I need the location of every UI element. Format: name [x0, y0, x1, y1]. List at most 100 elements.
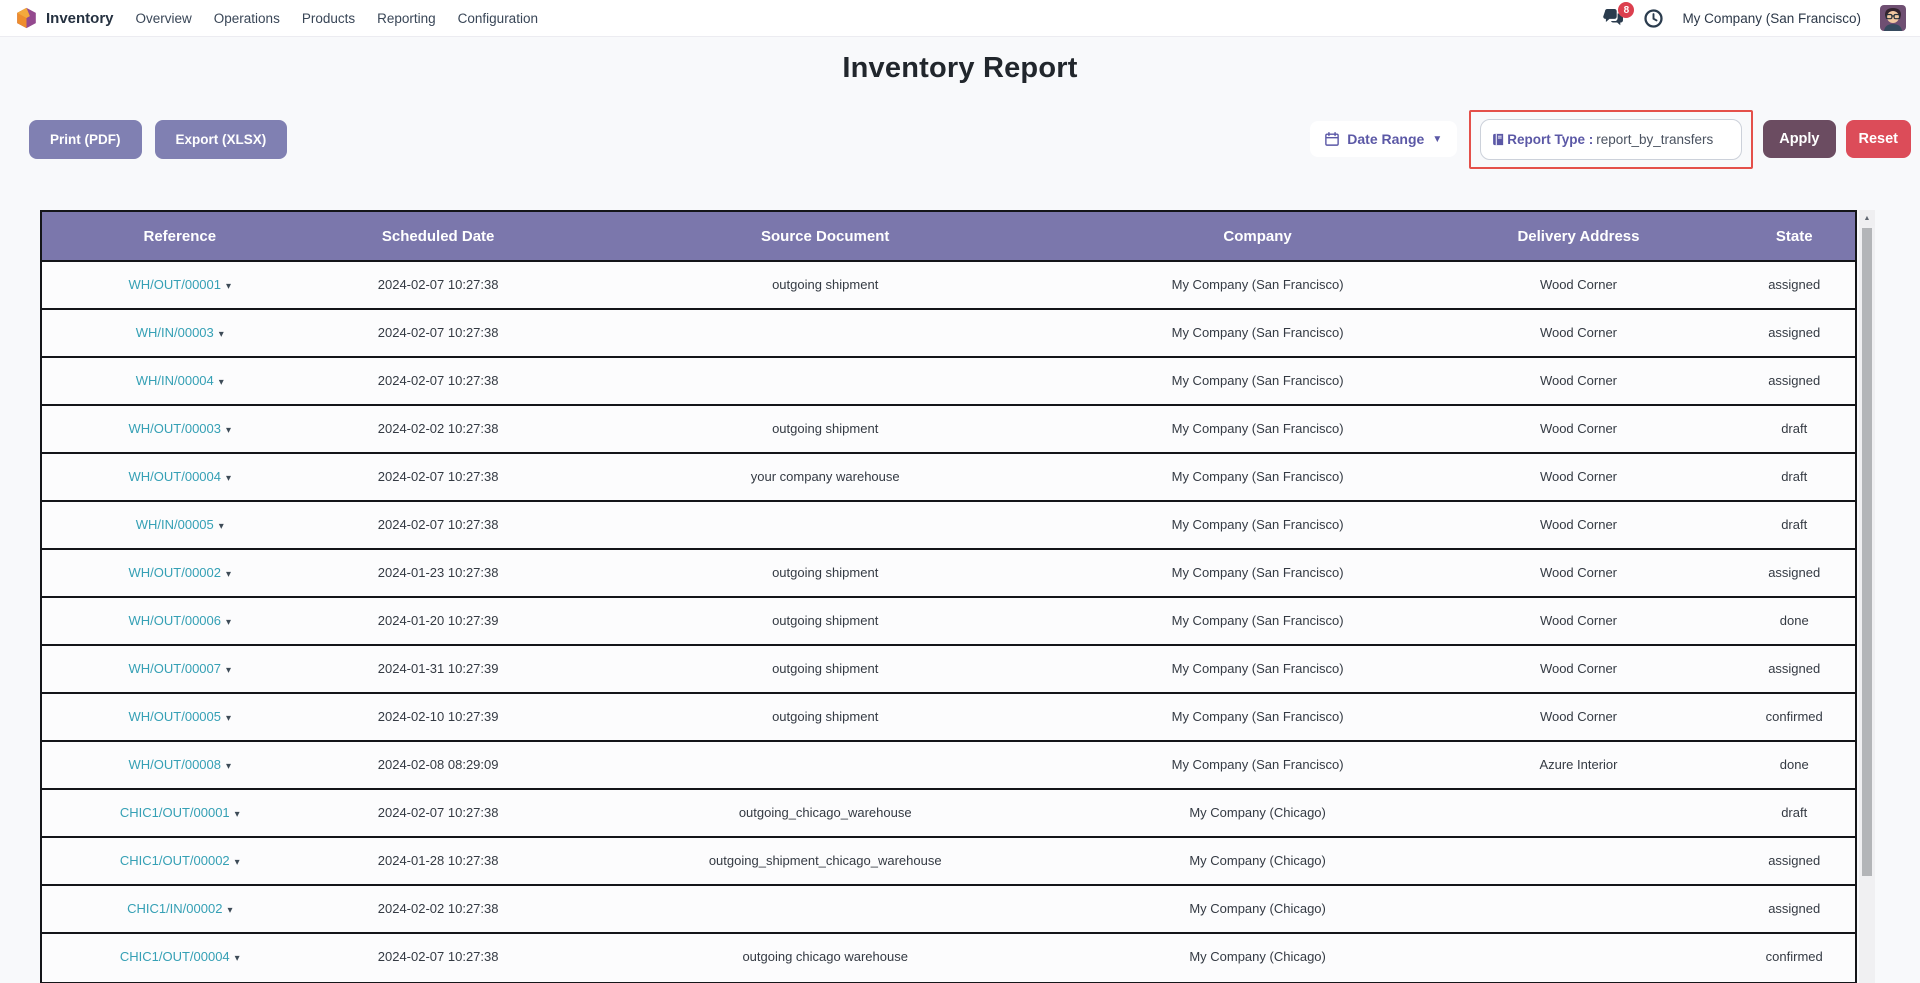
cell-state: assigned: [1768, 325, 1821, 340]
reference-link[interactable]: CHIC1/IN/00002 ▾: [127, 901, 233, 916]
table-row: WH/OUT/00005 ▾ 2024-02-10 10:27:39 outgoing…: [42, 694, 1855, 742]
cell-reference: CHIC1/IN/00002 ▾: [42, 886, 318, 932]
cell-state: assigned: [1768, 277, 1821, 292]
caret-down-icon: ▾: [226, 665, 232, 676]
cell-source-document: [559, 310, 1092, 356]
cell-company: My Company (Chicago): [1189, 853, 1326, 868]
inventory-app-icon: [16, 7, 37, 29]
reference-link[interactable]: CHIC1/OUT/00002 ▾: [119, 853, 240, 868]
messages-icon[interactable]: 8: [1603, 2, 1635, 27]
caret-down-icon: ▾: [218, 521, 224, 532]
print-pdf-button[interactable]: Print (PDF): [29, 119, 142, 159]
cell-company: My Company (San Francisco): [1171, 613, 1344, 628]
caret-down-icon: ▾: [226, 425, 232, 436]
cell-company: My Company (San Francisco): [1171, 469, 1344, 484]
cell-state: assigned: [1768, 661, 1821, 676]
reference-link[interactable]: CHIC1/OUT/00001 ▾: [119, 805, 240, 820]
caret-down-icon: ▾: [234, 809, 240, 820]
cell-source-document: outgoing shipment: [772, 565, 879, 580]
controls-bar: Print (PDF) Export (XLSX) Date Range ▼: [0, 109, 1920, 169]
reference-link[interactable]: WH/IN/00003 ▾: [135, 325, 224, 340]
report-icon: [1492, 133, 1505, 146]
nav-item-products[interactable]: Products: [301, 10, 356, 26]
reference-link[interactable]: WH/IN/00005 ▾: [135, 517, 224, 532]
table-row: CHIC1/OUT/00004 ▾ 2024-02-07 10:27:38 outgo…: [42, 934, 1855, 982]
reset-button[interactable]: Reset: [1845, 120, 1911, 158]
table-row: WH/IN/00004 ▾ 2024-02-07 10:27:38 My Compan…: [42, 358, 1855, 406]
cell-state: confirmed: [1765, 709, 1823, 724]
nav-item-operations[interactable]: Operations: [213, 10, 280, 26]
cell-scheduled-date: 2024-02-10 10:27:39: [377, 709, 499, 724]
cell-delivery-address: Wood Corner: [1539, 277, 1618, 292]
reference-link[interactable]: WH/IN/00004 ▾: [135, 373, 224, 388]
caret-down-icon: ▾: [226, 473, 232, 484]
cell-delivery-address: Wood Corner: [1539, 709, 1618, 724]
cell-company: My Company (San Francisco): [1171, 277, 1344, 292]
cell-scheduled-date: 2024-01-31 10:27:39: [377, 661, 499, 676]
activities-clock-icon[interactable]: [1644, 8, 1664, 28]
cell-source-document: [559, 886, 1092, 932]
reference-link[interactable]: WH/OUT/00007 ▾: [128, 661, 232, 676]
table-row: WH/OUT/00008 ▾ 2024-02-08 08:29:09 My Compa…: [42, 742, 1855, 790]
cell-scheduled-date: 2024-02-08 08:29:09: [377, 757, 499, 772]
reference-link[interactable]: WH/OUT/00004 ▾: [128, 469, 232, 484]
column-header-source-document: Source Document: [761, 227, 890, 245]
cell-delivery-address: Azure Interior: [1539, 757, 1618, 772]
table-row: WH/OUT/00002 ▾ 2024-01-23 10:27:38 outgoing…: [42, 550, 1855, 598]
caret-down-icon: ▾: [226, 569, 232, 580]
user-avatar[interactable]: [1880, 5, 1906, 31]
nav-item-configuration[interactable]: Configuration: [457, 10, 538, 26]
company-switcher[interactable]: My Company (San Francisco): [1682, 10, 1861, 26]
cell-state: draft: [1781, 805, 1808, 820]
column-header-delivery-address: Delivery Address: [1517, 227, 1640, 245]
caret-down-icon: ▾: [218, 329, 224, 340]
export-xlsx-button[interactable]: Export (XLSX): [154, 119, 288, 159]
nav-item-reporting[interactable]: Reporting: [377, 10, 436, 26]
reference-link[interactable]: WH/OUT/00001 ▾: [128, 277, 232, 292]
table-body: WH/OUT/00001 ▾ 2024-02-07 10:27:38 outgoing…: [42, 262, 1855, 982]
date-range-label: Date Range: [1347, 131, 1425, 147]
cell-reference: CHIC1/OUT/00004 ▾: [42, 934, 318, 982]
cell-state: assigned: [1768, 565, 1821, 580]
reference-link[interactable]: WH/OUT/00008 ▾: [128, 757, 232, 772]
caret-down-icon: ▾: [234, 857, 240, 868]
cell-company: My Company (San Francisco): [1171, 709, 1344, 724]
scrollbar-up-arrow-icon[interactable]: ▲: [1859, 210, 1875, 226]
table-scrollbar[interactable]: ▲: [1859, 210, 1875, 983]
report-type-input[interactable]: Report Type : report_by_transfers: [1480, 118, 1743, 160]
app-brand[interactable]: Inventory: [16, 7, 114, 29]
cell-reference: WH/OUT/00008 ▾: [42, 742, 318, 788]
reference-link[interactable]: WH/OUT/00005 ▾: [128, 709, 232, 724]
date-range-dropdown[interactable]: Date Range ▼: [1310, 121, 1458, 157]
cell-reference: WH/IN/00005 ▾: [42, 502, 318, 548]
cell-state: done: [1779, 757, 1809, 772]
messages-count-badge: 8: [1618, 2, 1635, 18]
caret-down-icon: ▾: [234, 953, 240, 964]
apply-button[interactable]: Apply: [1763, 120, 1836, 158]
reference-link[interactable]: CHIC1/OUT/00004 ▾: [119, 949, 240, 964]
cell-scheduled-date: 2024-02-07 10:27:38: [377, 277, 499, 292]
reference-link[interactable]: WH/OUT/00002 ▾: [128, 565, 232, 580]
cell-reference: WH/OUT/00001 ▾: [42, 262, 318, 308]
cell-scheduled-date: 2024-01-23 10:27:38: [377, 565, 499, 580]
cell-scheduled-date: 2024-02-07 10:27:38: [377, 469, 499, 484]
scrollbar-thumb[interactable]: [1862, 228, 1872, 876]
cell-source-document: [559, 358, 1092, 404]
cell-company: My Company (San Francisco): [1171, 517, 1344, 532]
cell-company: My Company (Chicago): [1189, 949, 1326, 964]
report-type-value: report_by_transfers: [1596, 131, 1714, 147]
column-header-company: Company: [1223, 227, 1292, 245]
page-title: Inventory Report: [842, 52, 1078, 84]
nav-item-overview[interactable]: Overview: [135, 10, 192, 26]
inventory-report-table: Reference Scheduled Date Source Document…: [40, 210, 1857, 983]
cell-company: My Company (Chicago): [1189, 805, 1326, 820]
cell-source-document: outgoing shipment: [772, 277, 879, 292]
reference-link[interactable]: WH/OUT/00003 ▾: [128, 421, 232, 436]
cell-company: My Company (San Francisco): [1171, 565, 1344, 580]
cell-delivery-address: Wood Corner: [1539, 469, 1618, 484]
cell-source-document: [559, 742, 1092, 788]
reference-link[interactable]: WH/OUT/00006 ▾: [128, 613, 232, 628]
table-row: WH/OUT/00006 ▾ 2024-01-20 10:27:39 outgoing…: [42, 598, 1855, 646]
caret-down-icon: ▾: [226, 713, 232, 724]
cell-delivery-address: Wood Corner: [1539, 565, 1618, 580]
